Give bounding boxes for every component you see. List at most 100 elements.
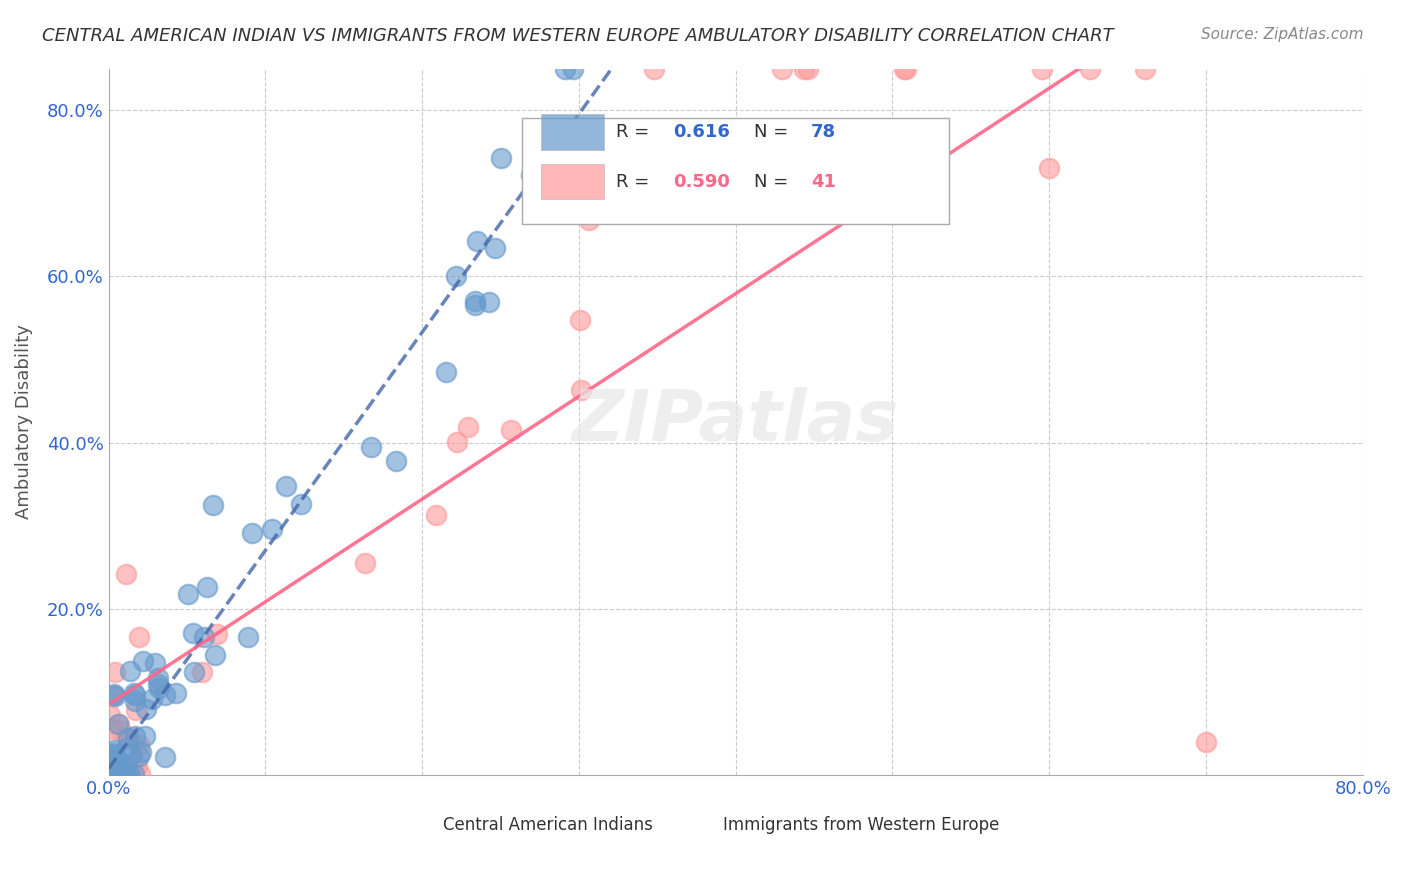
Point [110,767,132,781]
Point [117,731,139,745]
Point [499,423,522,437]
Point [115,567,138,582]
Point [98,767,121,781]
Text: N =: N = [755,123,789,141]
Point [1038,161,1060,176]
Y-axis label: Ambulatory Disability: Ambulatory Disability [15,325,32,519]
Point [561,62,583,76]
Point [177,587,200,601]
Point [554,62,576,76]
Point [193,630,215,644]
Point [262,522,284,536]
Text: 78: 78 [811,123,837,141]
Point [202,498,225,512]
Point [135,702,157,716]
Point [107,717,129,731]
Point [98,767,121,781]
Point [240,526,263,541]
Point [115,740,138,755]
Point [385,454,408,468]
Point [146,677,169,691]
Point [129,745,152,759]
Point [484,241,506,255]
Point [98,707,121,722]
Point [148,681,170,696]
Point [153,689,176,703]
FancyBboxPatch shape [541,164,605,199]
Point [101,767,124,781]
Point [124,686,146,700]
Point [108,759,131,773]
Point [770,62,793,76]
Point [796,62,818,76]
Point [569,313,592,327]
Point [98,767,121,781]
Point [893,62,915,76]
Point [894,62,917,76]
Point [100,767,122,781]
FancyBboxPatch shape [541,114,605,150]
Point [124,688,146,702]
Point [111,767,134,781]
Point [125,758,148,772]
Point [118,664,141,678]
Point [578,213,600,227]
Point [1195,735,1218,749]
Point [122,767,145,781]
Point [276,478,298,492]
Point [128,748,150,763]
FancyBboxPatch shape [523,118,949,224]
Point [569,383,592,397]
Point [165,686,187,700]
Point [464,293,486,308]
Point [107,753,129,767]
Point [444,269,467,284]
Point [128,738,150,752]
Point [575,183,598,197]
Text: 0.590: 0.590 [673,173,730,191]
Point [520,168,543,182]
Point [103,687,125,701]
Point [434,365,457,379]
Point [643,62,665,76]
Text: CENTRAL AMERICAN INDIAN VS IMMIGRANTS FROM WESTERN EUROPE AMBULATORY DISABILITY : CENTRAL AMERICAN INDIAN VS IMMIGRANTS FR… [42,27,1114,45]
Text: R =: R = [616,173,650,191]
Text: Source: ZipAtlas.com: Source: ZipAtlas.com [1201,27,1364,42]
FancyBboxPatch shape [381,812,439,838]
Point [111,767,134,781]
Point [103,747,125,762]
Point [104,665,127,680]
Point [290,497,312,511]
Point [104,689,127,703]
Point [103,767,125,781]
Point [124,694,146,708]
Point [103,746,125,760]
Point [129,767,152,781]
Text: Immigrants from Western Europe: Immigrants from Western Europe [723,816,1000,834]
Text: 41: 41 [811,173,835,191]
Point [132,654,155,668]
Point [104,767,127,781]
Point [457,420,479,434]
Point [112,767,135,781]
Point [183,665,205,680]
Point [531,148,554,162]
Text: N =: N = [755,173,789,191]
Point [1133,62,1156,76]
Point [114,758,136,772]
Point [181,625,204,640]
Point [204,648,226,662]
Point [128,630,150,644]
Point [478,294,501,309]
Point [354,556,377,570]
Point [143,657,166,671]
Text: 0.616: 0.616 [673,123,730,141]
Point [118,767,141,781]
Point [148,671,170,685]
Point [540,122,562,136]
Point [465,234,488,248]
Point [793,62,815,76]
Point [110,767,132,781]
Point [107,716,129,731]
FancyBboxPatch shape [695,812,752,838]
